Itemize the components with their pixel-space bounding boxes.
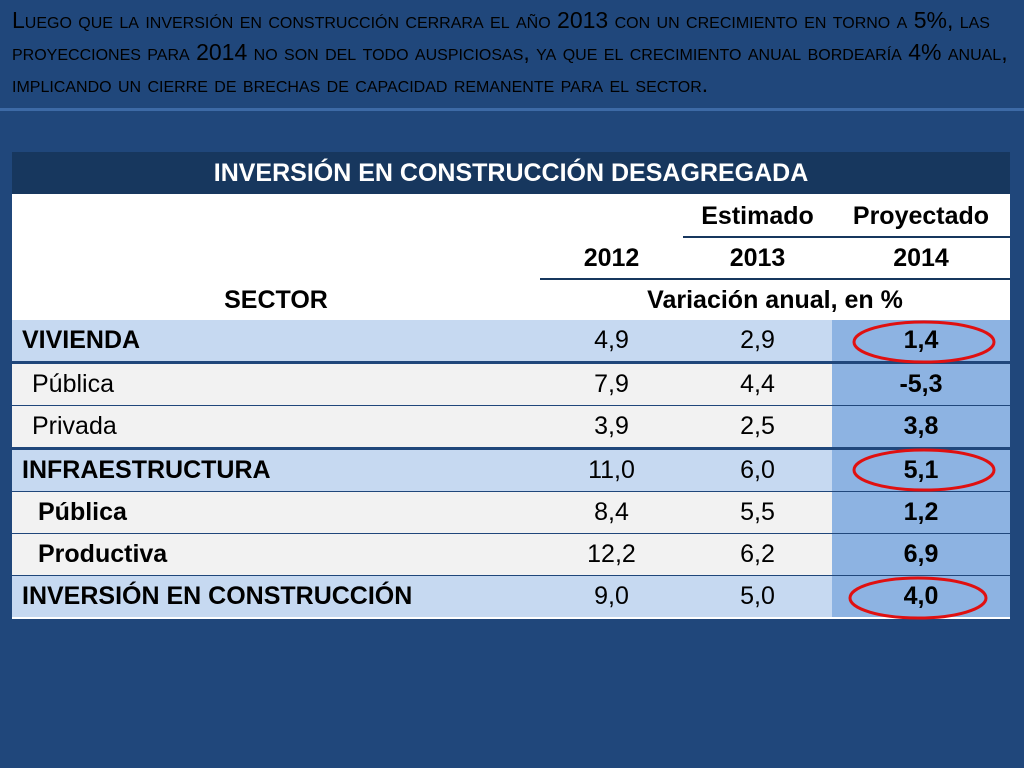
year-label: 2012: [583, 243, 640, 272]
sector-name: Pública: [12, 364, 540, 405]
sector-name: INVERSIÓN EN CONSTRUCCIÓN: [12, 576, 540, 617]
value-2013: 4,4: [683, 364, 832, 405]
value-2013: 6,0: [683, 450, 832, 491]
unit-label: Variación anual, en %: [647, 285, 903, 314]
value-2014: 6,9: [832, 534, 1010, 575]
sector-name: VIVIENDA: [12, 320, 540, 361]
year-label: 2013: [729, 243, 786, 272]
value-2014: -5,3: [832, 364, 1010, 405]
value-2013: 6,2: [683, 534, 832, 575]
value-2012: 4,9: [540, 320, 683, 361]
highlight-ellipse: [852, 448, 996, 492]
value-2012: 8,4: [540, 492, 683, 533]
value-2012: 3,9: [540, 406, 683, 447]
value-2013: 2,5: [683, 406, 832, 447]
header-line: [540, 278, 1010, 280]
value-2012: 11,0: [540, 450, 683, 491]
highlight-ellipse: [848, 576, 988, 620]
value-2012: 7,9: [540, 364, 683, 405]
sector-label: SECTOR: [224, 285, 328, 314]
highlight-ellipse: [852, 320, 996, 364]
projected-label: Proyectado: [852, 201, 990, 230]
table-bottom: [12, 617, 1010, 619]
value-2013: 5,0: [683, 576, 832, 617]
sector-name: Pública: [12, 492, 540, 533]
value-2013: 2,9: [683, 320, 832, 361]
table-title: INVERSIÓN EN CONSTRUCCIÓN DESAGREGADA: [12, 152, 1010, 194]
intro-text: Luego que la inversión en construcción c…: [12, 7, 1008, 97]
value-2014: 1,2: [832, 492, 1010, 533]
sector-name: Privada: [12, 406, 540, 447]
year-label: 2014: [893, 243, 949, 272]
value-2013: 5,5: [683, 492, 832, 533]
sector-name: Productiva: [12, 534, 540, 575]
header-bg: [12, 194, 1010, 320]
value-2012: 9,0: [540, 576, 683, 617]
estimated-label: Estimado: [701, 201, 814, 230]
value-2014: 4,0: [832, 576, 1010, 617]
divider: [0, 108, 1024, 111]
value-2012: 12,2: [540, 534, 683, 575]
sector-name: INFRAESTRUCTURA: [12, 450, 540, 491]
header-line: [683, 236, 1010, 238]
value-2014: 3,8: [832, 406, 1010, 447]
